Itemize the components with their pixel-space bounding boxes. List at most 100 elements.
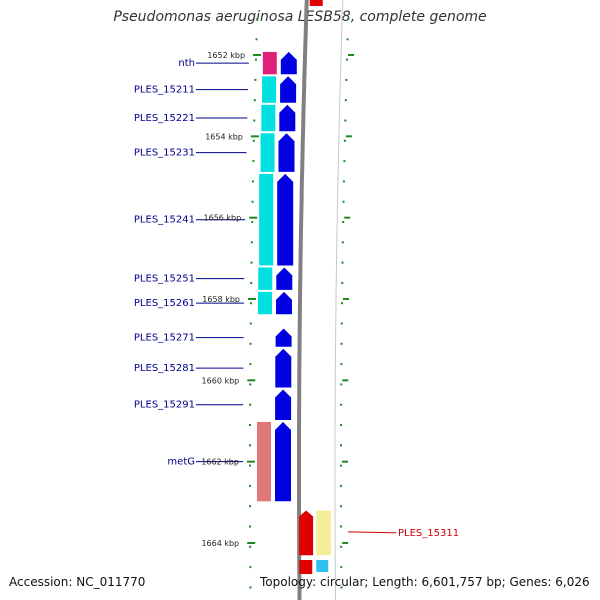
outer-tick	[248, 444, 251, 447]
outer-tick	[249, 403, 252, 406]
inner-tick	[340, 383, 343, 386]
inner-tick	[342, 200, 345, 203]
outer-tick	[249, 566, 252, 569]
gene-label-nth[interactable]: nth	[178, 58, 195, 69]
gene-label-PLES_15291[interactable]: PLES_15291	[134, 400, 195, 411]
reverse-strand-track: PLES_15311	[299, 0, 459, 574]
outer-tick	[252, 139, 255, 142]
cds-arrow-PLES_15261[interactable]	[276, 291, 292, 315]
scale-tick-label: 1652 kbp	[207, 51, 245, 60]
cds-arrow-PLES_15251[interactable]	[276, 267, 293, 290]
inner-ring-line	[334, 0, 344, 600]
outer-tick	[249, 545, 252, 548]
scale-tick-label: 1660 kbp	[202, 376, 240, 385]
outer-tick	[251, 200, 254, 203]
accession-label: Accession: NC_011770	[9, 575, 146, 589]
inner-tick	[343, 139, 346, 142]
cog-bar-PLES_15251	[258, 267, 273, 290]
inner-tick	[339, 444, 342, 447]
gene-label-PLES_15221[interactable]: PLES_15221	[134, 113, 195, 124]
cog-bar-nth	[262, 51, 277, 75]
inner-tick	[343, 160, 346, 163]
outer-tick	[253, 119, 256, 122]
cog-track	[256, 51, 277, 502]
gene-label-PLES_15231[interactable]: PLES_15231	[134, 148, 195, 159]
inner-tick	[340, 545, 343, 548]
scale-tick-label: 1656 kbp	[204, 214, 242, 223]
scale-tick-label: 1662 kbp	[201, 458, 239, 467]
backbone-line	[297, 0, 309, 600]
gene-label-PLES_15271[interactable]: PLES_15271	[134, 333, 195, 344]
cds-arrow-nth[interactable]	[280, 51, 297, 75]
edge-feature-bottom	[299, 560, 313, 574]
genome-backbone	[297, 0, 344, 600]
inner-tick	[342, 221, 345, 223]
edge-feature-bottom-cog	[316, 560, 329, 572]
outer-tick	[248, 484, 251, 487]
inner-tick	[341, 261, 344, 264]
inner-tick	[345, 58, 348, 61]
inner-tick-ring	[339, 18, 350, 589]
inner-tick	[345, 78, 348, 81]
outer-tick	[252, 160, 255, 163]
inner-tick	[340, 363, 343, 366]
outer-tick	[249, 505, 252, 508]
cog-bar-metG	[256, 422, 271, 502]
gene-label-metG[interactable]: metG	[167, 457, 195, 468]
outer-tick	[255, 38, 258, 41]
cog-bar-PLES_15211	[262, 76, 277, 103]
gene-label-PLES_15251[interactable]: PLES_15251	[134, 274, 195, 285]
gene-label-PLES_15281[interactable]: PLES_15281	[134, 363, 195, 374]
outer-tick	[249, 586, 252, 589]
cog-bar-PLES_15221	[261, 104, 276, 132]
inner-tick	[340, 586, 343, 589]
inner-tick	[342, 180, 345, 183]
gene-label-PLES_15311[interactable]: PLES_15311	[398, 528, 459, 539]
cds-arrow-PLES_15211[interactable]	[280, 76, 297, 103]
topology-label: Topology: circular; Length: 6,601,757 bp…	[260, 575, 590, 589]
outer-tick	[250, 261, 253, 264]
cds-arrow-PLES_15221[interactable]	[279, 104, 296, 132]
cog-bar-PLES_15231	[260, 133, 275, 172]
outer-tick	[250, 281, 253, 284]
outer-tick	[250, 241, 253, 244]
outer-tick	[249, 322, 252, 325]
cds-arrow-metG[interactable]	[275, 422, 291, 502]
inner-tick	[339, 464, 342, 467]
cds-arrow-PLES_15231[interactable]	[278, 133, 295, 172]
scale-tick-label: 1654 kbp	[205, 132, 243, 141]
gene-label-PLES_15241[interactable]: PLES_15241	[134, 215, 195, 226]
outer-tick	[254, 78, 257, 81]
cds-arrow-PLES_15271[interactable]	[275, 328, 292, 347]
edge-feature-top	[309, 0, 323, 6]
inner-tick	[344, 99, 347, 102]
inner-tick	[340, 525, 343, 528]
inner-tick	[344, 119, 347, 122]
outer-tick	[249, 342, 252, 345]
inner-tick	[339, 484, 342, 487]
scale-tick-label: 1658 kbp	[202, 295, 240, 304]
outer-tick	[249, 383, 252, 386]
inner-tick	[340, 302, 343, 305]
kbp-scale: 1652 kbp 1654 kbp 1656 kbp 1658 kbp 1660 kbp…	[201, 51, 355, 548]
cds-arrow-PLES_15241[interactable]	[277, 173, 294, 266]
outer-tick	[249, 525, 252, 528]
cog-bar-PLES_15311	[316, 510, 332, 556]
inner-tick	[340, 505, 343, 508]
cds-arrow-PLES_15291[interactable]	[275, 389, 292, 421]
inner-tick	[341, 281, 344, 284]
inner-tick	[340, 424, 343, 426]
leader-line	[347, 531, 397, 534]
cds-arrow-PLES_15311[interactable]	[299, 510, 314, 556]
outer-tick	[251, 221, 254, 223]
outer-tick	[254, 58, 257, 61]
map-title: Pseudomonas aeruginosa LESB58, complete …	[113, 9, 487, 25]
outer-tick	[249, 363, 252, 366]
scale-tick-label: 1664 kbp	[201, 539, 239, 548]
outer-tick	[248, 464, 251, 467]
gene-label-PLES_15211[interactable]: PLES_15211	[134, 85, 195, 96]
outer-tick	[249, 424, 252, 426]
gene-label-PLES_15261[interactable]: PLES_15261	[134, 298, 195, 309]
cds-arrow-PLES_15281[interactable]	[275, 348, 292, 388]
